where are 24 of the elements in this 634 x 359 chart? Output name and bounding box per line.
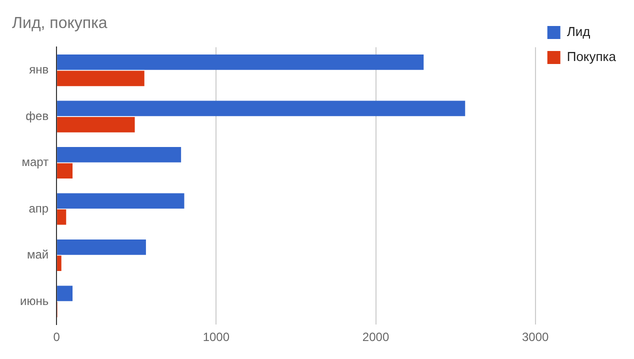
bar	[57, 256, 62, 272]
x-tick-label: 3000	[522, 330, 550, 344]
bar	[57, 70, 144, 86]
y-tick-label: март	[22, 155, 50, 170]
bar	[57, 100, 466, 116]
y-tick-label: янв	[29, 62, 49, 77]
bar	[57, 193, 184, 209]
x-tick-label: 2000	[362, 330, 390, 344]
x-tick-label: 0	[53, 330, 60, 344]
y-tick-label: фев	[26, 108, 49, 123]
y-tick-label: май	[26, 248, 49, 262]
y-tick-label: июнь	[20, 294, 49, 308]
legend-label: Покупка	[566, 49, 617, 64]
x-tick-label: 1000	[202, 330, 230, 344]
bar	[57, 163, 73, 179]
bar	[57, 54, 424, 70]
bar	[57, 209, 66, 225]
bar	[57, 286, 73, 302]
y-tick-label: апр	[28, 201, 49, 216]
bar	[57, 116, 135, 132]
bar	[57, 147, 182, 162]
legend-label: Лид	[566, 24, 591, 40]
bar	[57, 239, 146, 255]
chart-title: Лид, покупка	[12, 15, 108, 32]
